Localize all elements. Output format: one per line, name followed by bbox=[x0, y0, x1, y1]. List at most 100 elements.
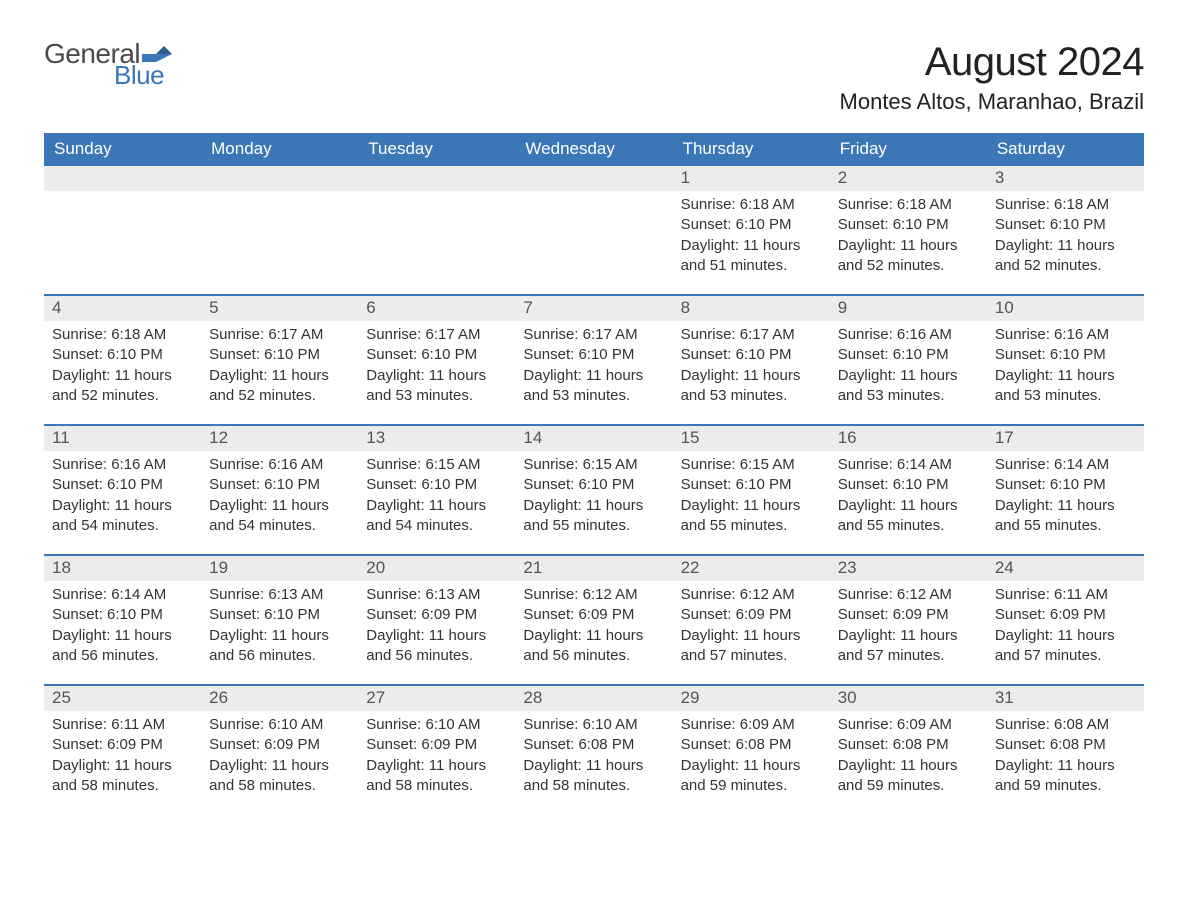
sunset-line: Sunset: 6:09 PM bbox=[838, 605, 979, 625]
sunset-line: Sunset: 6:08 PM bbox=[838, 735, 979, 755]
day-cell: 17Sunrise: 6:14 AMSunset: 6:10 PMDayligh… bbox=[987, 426, 1144, 554]
title-block: August 2024 Montes Altos, Maranhao, Braz… bbox=[840, 40, 1144, 127]
sunset-line: Sunset: 6:09 PM bbox=[995, 605, 1136, 625]
sunrise-line: Sunrise: 6:10 AM bbox=[366, 715, 507, 735]
day-cell bbox=[515, 166, 672, 294]
day-number: 27 bbox=[358, 686, 515, 711]
calendar: SundayMondayTuesdayWednesdayThursdayFrid… bbox=[44, 133, 1144, 814]
weekday-header: Tuesday bbox=[358, 133, 515, 166]
sunrise-line: Sunrise: 6:10 AM bbox=[523, 715, 664, 735]
daylight-line: Daylight: 11 hours and 53 minutes. bbox=[523, 366, 664, 407]
sunset-line: Sunset: 6:10 PM bbox=[366, 345, 507, 365]
sunset-line: Sunset: 6:08 PM bbox=[681, 735, 822, 755]
day-details: Sunrise: 6:11 AMSunset: 6:09 PMDaylight:… bbox=[44, 711, 201, 804]
day-cell: 30Sunrise: 6:09 AMSunset: 6:08 PMDayligh… bbox=[830, 686, 987, 814]
daylight-line: Daylight: 11 hours and 55 minutes. bbox=[838, 496, 979, 537]
sunset-line: Sunset: 6:10 PM bbox=[838, 215, 979, 235]
day-details: Sunrise: 6:09 AMSunset: 6:08 PMDaylight:… bbox=[673, 711, 830, 804]
day-number bbox=[515, 166, 672, 191]
sunrise-line: Sunrise: 6:12 AM bbox=[681, 585, 822, 605]
day-cell: 8Sunrise: 6:17 AMSunset: 6:10 PMDaylight… bbox=[673, 296, 830, 424]
day-details: Sunrise: 6:12 AMSunset: 6:09 PMDaylight:… bbox=[673, 581, 830, 674]
day-details: Sunrise: 6:15 AMSunset: 6:10 PMDaylight:… bbox=[515, 451, 672, 544]
day-cell: 26Sunrise: 6:10 AMSunset: 6:09 PMDayligh… bbox=[201, 686, 358, 814]
daylight-line: Daylight: 11 hours and 52 minutes. bbox=[838, 236, 979, 277]
day-cell: 4Sunrise: 6:18 AMSunset: 6:10 PMDaylight… bbox=[44, 296, 201, 424]
sunset-line: Sunset: 6:10 PM bbox=[209, 605, 350, 625]
sunset-line: Sunset: 6:09 PM bbox=[523, 605, 664, 625]
day-number: 31 bbox=[987, 686, 1144, 711]
day-number: 25 bbox=[44, 686, 201, 711]
sunrise-line: Sunrise: 6:18 AM bbox=[995, 195, 1136, 215]
sunset-line: Sunset: 6:10 PM bbox=[838, 345, 979, 365]
day-details: Sunrise: 6:10 AMSunset: 6:09 PMDaylight:… bbox=[358, 711, 515, 804]
day-details: Sunrise: 6:15 AMSunset: 6:10 PMDaylight:… bbox=[358, 451, 515, 544]
day-details: Sunrise: 6:10 AMSunset: 6:08 PMDaylight:… bbox=[515, 711, 672, 804]
day-details: Sunrise: 6:17 AMSunset: 6:10 PMDaylight:… bbox=[673, 321, 830, 414]
day-details: Sunrise: 6:17 AMSunset: 6:10 PMDaylight:… bbox=[515, 321, 672, 414]
sunrise-line: Sunrise: 6:18 AM bbox=[838, 195, 979, 215]
daylight-line: Daylight: 11 hours and 53 minutes. bbox=[681, 366, 822, 407]
daylight-line: Daylight: 11 hours and 57 minutes. bbox=[681, 626, 822, 667]
day-cell: 9 Sunrise: 6:16 AMSunset: 6:10 PMDaylight… bbox=[830, 296, 987, 424]
sunrise-line: Sunrise: 6:12 AM bbox=[523, 585, 664, 605]
sunrise-line: Sunrise: 6:09 AM bbox=[838, 715, 979, 735]
day-details: Sunrise: 6:13 AMSunset: 6:10 PMDaylight:… bbox=[201, 581, 358, 674]
sunset-line: Sunset: 6:10 PM bbox=[838, 475, 979, 495]
day-number: 26 bbox=[201, 686, 358, 711]
day-details: Sunrise: 6:16 AMSunset: 6:10 PMDaylight:… bbox=[201, 451, 358, 544]
day-number: 11 bbox=[44, 426, 201, 451]
day-cell: 15Sunrise: 6:15 AMSunset: 6:10 PMDayligh… bbox=[673, 426, 830, 554]
day-details: Sunrise: 6:13 AMSunset: 6:09 PMDaylight:… bbox=[358, 581, 515, 674]
sunset-line: Sunset: 6:10 PM bbox=[523, 475, 664, 495]
day-details: Sunrise: 6:17 AMSunset: 6:10 PMDaylight:… bbox=[201, 321, 358, 414]
day-details: Sunrise: 6:12 AMSunset: 6:09 PMDaylight:… bbox=[830, 581, 987, 674]
weekday-header-row: SundayMondayTuesdayWednesdayThursdayFrid… bbox=[44, 133, 1144, 166]
day-number bbox=[44, 166, 201, 191]
day-number: 23 bbox=[830, 556, 987, 581]
sunrise-line: Sunrise: 6:15 AM bbox=[523, 455, 664, 475]
day-number: 5 bbox=[201, 296, 358, 321]
day-number: 6 bbox=[358, 296, 515, 321]
sunrise-line: Sunrise: 6:16 AM bbox=[209, 455, 350, 475]
location-subtitle: Montes Altos, Maranhao, Brazil bbox=[840, 89, 1144, 115]
sunset-line: Sunset: 6:09 PM bbox=[681, 605, 822, 625]
sunset-line: Sunset: 6:10 PM bbox=[681, 215, 822, 235]
sunset-line: Sunset: 6:09 PM bbox=[366, 735, 507, 755]
sunset-line: Sunset: 6:10 PM bbox=[52, 605, 193, 625]
sunrise-line: Sunrise: 6:16 AM bbox=[838, 325, 979, 345]
day-number bbox=[201, 166, 358, 191]
sunset-line: Sunset: 6:10 PM bbox=[366, 475, 507, 495]
day-cell: 31Sunrise: 6:08 AMSunset: 6:08 PMDayligh… bbox=[987, 686, 1144, 814]
sunset-line: Sunset: 6:10 PM bbox=[995, 475, 1136, 495]
sunrise-line: Sunrise: 6:16 AM bbox=[995, 325, 1136, 345]
weekday-header: Saturday bbox=[987, 133, 1144, 166]
sunrise-line: Sunrise: 6:09 AM bbox=[681, 715, 822, 735]
week-row: 11Sunrise: 6:16 AMSunset: 6:10 PMDayligh… bbox=[44, 424, 1144, 554]
weekday-header: Sunday bbox=[44, 133, 201, 166]
sunrise-line: Sunrise: 6:18 AM bbox=[681, 195, 822, 215]
day-cell: 23Sunrise: 6:12 AMSunset: 6:09 PMDayligh… bbox=[830, 556, 987, 684]
day-number: 30 bbox=[830, 686, 987, 711]
sunrise-line: Sunrise: 6:15 AM bbox=[366, 455, 507, 475]
day-number: 17 bbox=[987, 426, 1144, 451]
daylight-line: Daylight: 11 hours and 55 minutes. bbox=[681, 496, 822, 537]
sunset-line: Sunset: 6:10 PM bbox=[52, 345, 193, 365]
daylight-line: Daylight: 11 hours and 59 minutes. bbox=[995, 756, 1136, 797]
day-cell: 20Sunrise: 6:13 AMSunset: 6:09 PMDayligh… bbox=[358, 556, 515, 684]
day-number: 9 bbox=[830, 296, 987, 321]
day-details: Sunrise: 6:14 AMSunset: 6:10 PMDaylight:… bbox=[987, 451, 1144, 544]
day-details: Sunrise: 6:17 AMSunset: 6:10 PMDaylight:… bbox=[358, 321, 515, 414]
weekday-header: Monday bbox=[201, 133, 358, 166]
day-details: Sunrise: 6:08 AMSunset: 6:08 PMDaylight:… bbox=[987, 711, 1144, 804]
day-number: 4 bbox=[44, 296, 201, 321]
sunrise-line: Sunrise: 6:17 AM bbox=[681, 325, 822, 345]
daylight-line: Daylight: 11 hours and 53 minutes. bbox=[995, 366, 1136, 407]
daylight-line: Daylight: 11 hours and 53 minutes. bbox=[838, 366, 979, 407]
day-cell: 6Sunrise: 6:17 AMSunset: 6:10 PMDaylight… bbox=[358, 296, 515, 424]
sunrise-line: Sunrise: 6:17 AM bbox=[523, 325, 664, 345]
daylight-line: Daylight: 11 hours and 58 minutes. bbox=[209, 756, 350, 797]
day-details: Sunrise: 6:14 AMSunset: 6:10 PMDaylight:… bbox=[830, 451, 987, 544]
day-number: 14 bbox=[515, 426, 672, 451]
sunset-line: Sunset: 6:10 PM bbox=[523, 345, 664, 365]
